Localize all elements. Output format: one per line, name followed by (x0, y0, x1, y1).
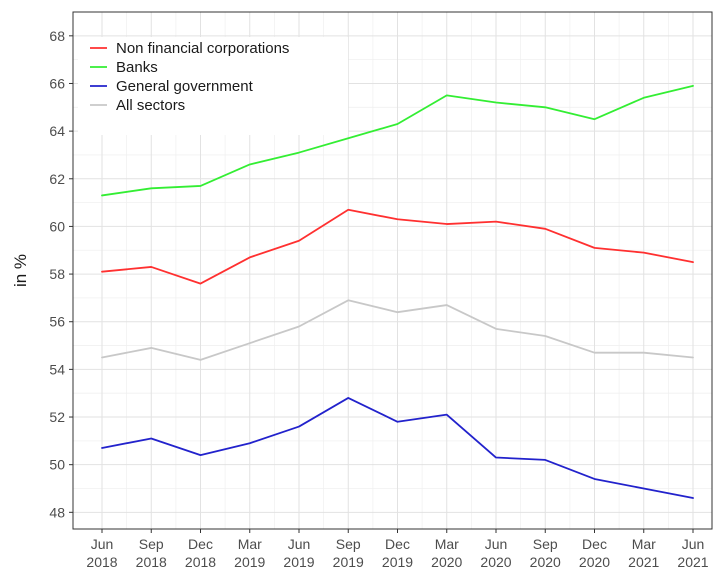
y-tick-label: 54 (49, 361, 65, 377)
y-tick-label: 50 (49, 457, 65, 473)
x-tick-label-year: 2020 (579, 554, 610, 570)
x-tick-label-month: Jun (91, 536, 114, 552)
x-tick-label-year: 2020 (431, 554, 462, 570)
x-tick-label-year: 2020 (530, 554, 561, 570)
x-tick-label-month: Jun (682, 536, 705, 552)
x-tick-label-month: Sep (336, 536, 361, 552)
x-tick-label-month: Mar (632, 536, 656, 552)
y-tick-label: 56 (49, 314, 65, 330)
y-tick-label: 62 (49, 171, 65, 187)
y-tick-label: 60 (49, 218, 65, 234)
x-tick-label-month: Dec (385, 536, 410, 552)
x-tick-label-year: 2021 (677, 554, 708, 570)
y-tick-label: 48 (49, 504, 65, 520)
y-tick-label: 58 (49, 266, 65, 282)
x-tick-label-year: 2019 (382, 554, 413, 570)
x-tick-label-month: Sep (533, 536, 558, 552)
x-tick-label-year: 2018 (86, 554, 117, 570)
legend-label: Non financial corporations (116, 40, 289, 57)
x-tick-label-year: 2019 (333, 554, 364, 570)
plot-border (72, 11, 713, 530)
x-tick-label-month: Dec (188, 536, 213, 552)
x-tick-label-year: 2018 (185, 554, 216, 570)
x-tick-label-year: 2020 (480, 554, 511, 570)
legend-label: General government (116, 78, 254, 95)
x-tick-label-month: Sep (139, 536, 164, 552)
series-line (101, 84, 694, 197)
x-tick-label-month: Dec (582, 536, 607, 552)
y-tick-label: 68 (49, 28, 65, 44)
y-tick-label: 64 (49, 123, 65, 139)
series-line (101, 299, 694, 361)
x-tick-label-year: 2021 (628, 554, 659, 570)
series-line (101, 397, 694, 499)
x-tick-label-month: Jun (485, 536, 508, 552)
series-line (101, 208, 694, 285)
x-tick-label-year: 2018 (136, 554, 167, 570)
x-tick-label-month: Mar (238, 536, 262, 552)
x-tick-label-year: 2019 (234, 554, 265, 570)
x-tick-label-year: 2019 (283, 554, 314, 570)
legend-box (78, 37, 348, 135)
legend-label: All sectors (116, 97, 185, 114)
x-tick-label-month: Mar (435, 536, 459, 552)
y-tick-label: 66 (49, 75, 65, 91)
x-tick-label-month: Jun (288, 536, 311, 552)
y-axis-title: in % (11, 254, 30, 287)
y-tick-label: 52 (49, 409, 65, 425)
legend-label: Banks (116, 59, 158, 76)
